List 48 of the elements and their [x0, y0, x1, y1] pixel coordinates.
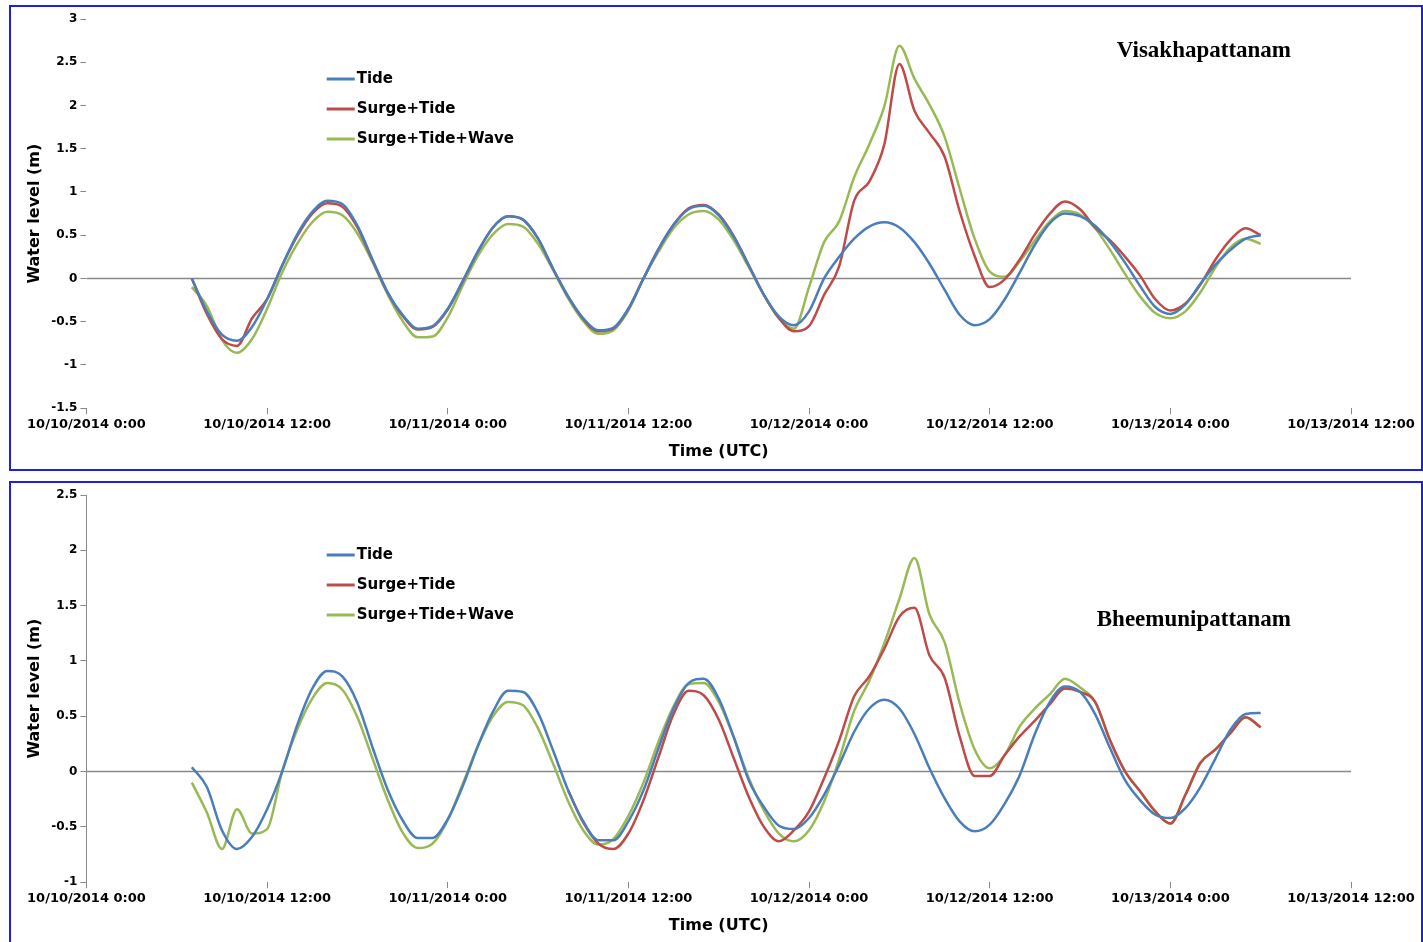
x-tick-label: 10/12/2014 12:00	[925, 416, 1054, 432]
text: Visakhapattanam	[1116, 36, 1291, 62]
x-tick-label: 10/11/2014 0:00	[388, 890, 508, 906]
y-tick-label: -0.5	[51, 819, 78, 834]
x-axis-title: Time (UTC)	[668, 914, 769, 934]
y-tick-label: 1.5	[56, 597, 78, 612]
x-tick-label: 10/12/2014 0:00	[749, 890, 869, 906]
legend-label: Surge+Tide	[356, 574, 456, 593]
x-tick-label: 10/12/2014 0:00	[749, 416, 869, 432]
x-tick-label: 10/10/2014 0:00	[27, 890, 146, 906]
legend-label: Tide	[356, 544, 393, 563]
line-series	[190, 669, 1262, 851]
legend-label: Surge+Tide+Wave	[356, 128, 514, 147]
y-tick-label: 1	[69, 653, 78, 668]
line-series	[190, 199, 1262, 342]
y-tick-label: 0	[69, 763, 78, 778]
y-tick-label: -1	[64, 357, 78, 372]
y-tick-label: -0.5	[51, 313, 78, 328]
y-tick-label: 1.5	[56, 140, 78, 155]
x-tick-label: 10/10/2014 0:00	[27, 416, 146, 432]
y-tick-label: 2.5	[56, 487, 78, 502]
legend-label: Tide	[356, 68, 393, 87]
x-tick-label: 10/13/2014 12:00	[1287, 416, 1415, 432]
x-tick-label: 10/11/2014 12:00	[564, 416, 693, 432]
y-tick-label: 2.5	[56, 54, 78, 69]
x-tick-label: 10/13/2014 12:00	[1287, 890, 1415, 906]
x-tick-label: 10/10/2014 12:00	[203, 416, 331, 432]
y-tick-label: 3	[69, 11, 78, 26]
legend-label: Surge+Tide+Wave	[356, 604, 514, 623]
y-axis-title: Water level (m)	[23, 143, 43, 284]
x-tick-label: 10/11/2014 0:00	[388, 416, 508, 432]
y-axis-title: Water level (m)	[23, 618, 43, 759]
y-tick-label: 2	[69, 542, 78, 557]
y-tick-label: 0.5	[56, 227, 78, 242]
y-tick-label: 1	[69, 184, 78, 199]
y-tick-label: -1	[64, 874, 78, 889]
x-tick-label: 10/13/2014 0:00	[1110, 890, 1230, 906]
y-tick-label: 0	[69, 270, 78, 285]
x-tick-label: 10/13/2014 0:00	[1110, 416, 1230, 432]
legend-label: Surge+Tide	[356, 98, 456, 117]
x-axis-title: Time (UTC)	[668, 440, 769, 460]
text: Bheemunipattanam	[1096, 605, 1291, 631]
y-tick-label: -1.5	[51, 400, 78, 415]
x-tick-label: 10/11/2014 12:00	[564, 890, 693, 906]
y-tick-label: 2	[69, 97, 78, 112]
x-tick-label: 10/10/2014 12:00	[203, 890, 331, 906]
y-tick-label: 0.5	[56, 708, 78, 723]
x-tick-label: 10/12/2014 12:00	[925, 890, 1054, 906]
